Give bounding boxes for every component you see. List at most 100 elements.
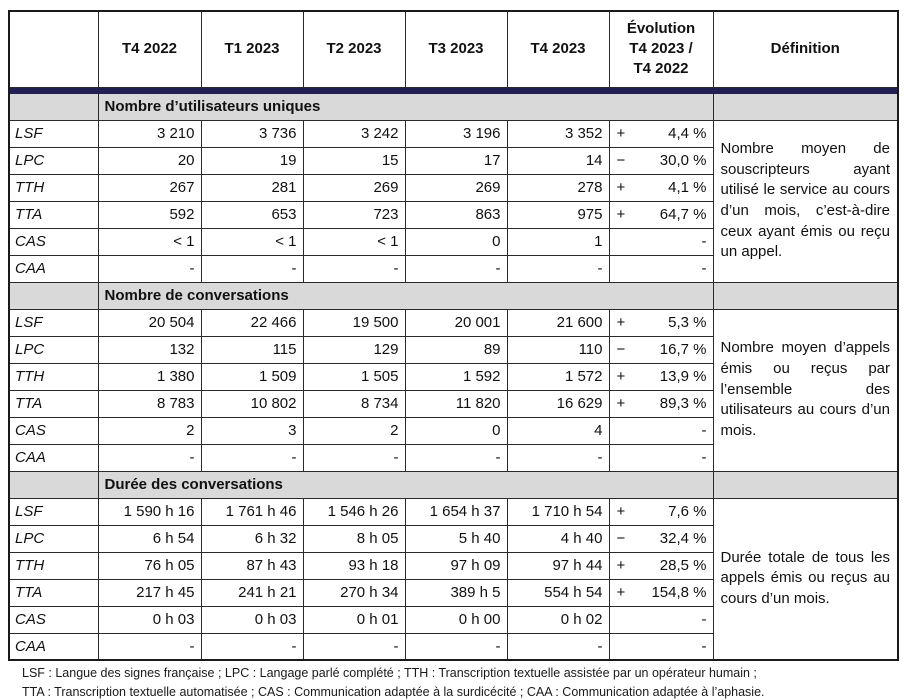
evolution-sign: + [616,125,626,142]
evolution-sign: − [616,530,626,547]
row-label: LSF [8,497,99,526]
evolution-content: − 32,4 % [610,530,713,547]
table-row: CAS 2 3 2 0 4- [8,416,898,445]
data-cell: - [506,254,610,283]
data-cell: 0 [404,227,508,256]
evolution-value: 28,5 % [659,557,707,574]
evolution-value: - [701,422,707,439]
data-cell: 1 505 [302,362,406,391]
evolution-cell: - [608,227,714,256]
data-cell: 0 h 01 [302,605,406,634]
data-cell: - [404,254,508,283]
data-cell: 3 [200,416,304,445]
section-title: Nombre de conversations [97,281,714,310]
evolution-value: - [701,260,707,277]
data-cell: 1 [506,227,610,256]
evolution-value: 154,8 % [651,584,707,601]
evolution-cell: +64,7 % [608,200,714,229]
data-cell: 1 546 h 26 [302,497,406,526]
footnote-line-1: LSF : Langue des signes française ; LPC … [22,666,757,680]
data-cell: 0 [404,416,508,445]
column-header-t4-2022: T4 2022 [97,10,202,88]
table-row: LPC 6 h 54 6 h 32 8 h 05 5 h 40 4 h 40− 32,4 % [8,524,898,553]
evolution-value: 32,4 % [659,530,707,547]
data-cell: - [302,443,406,472]
data-cell: 20 [97,146,202,175]
data-cell: 723 [302,200,406,229]
evolution-sign: − [616,341,626,358]
data-cell: < 1 [200,227,304,256]
data-cell: - [200,443,304,472]
table-row: LSF 3 210 3 736 3 242 3 196 3 352 +4,4 % Nombre… [8,119,899,283]
row-label: LSF [8,119,99,148]
data-cell: 0 h 02 [506,605,610,634]
data-cell: 132 [97,335,202,364]
definition-cell: Durée totale de tous les appels émis ou … [712,497,899,661]
data-cell: 278 [506,173,610,202]
row-label: LPC [8,146,99,175]
section-band-def-spacer [712,281,899,310]
data-cell: 19 [200,146,304,175]
row-label: TTH [8,551,99,580]
data-cell: 975 [506,200,610,229]
data-cell: 389 h 5 [404,578,508,607]
table-row: TTH 76 h 05 87 h 43 93 h 18 97 h 09 97 h 44 +2… [8,551,898,580]
data-cell: 8 734 [302,389,406,418]
data-cell: 20 504 [97,308,202,337]
column-header-definition: Définition [712,10,899,88]
data-cell: - [506,632,610,661]
data-cell: 8 h 05 [302,524,406,553]
column-header-t1-2023: T1 2023 [200,10,304,88]
data-cell: 3 210 [97,119,202,148]
data-cell: 270 h 34 [302,578,406,607]
row-label: LSF [8,308,99,337]
section-title: Durée des conversations [97,470,714,499]
data-cell: 5 h 40 [404,524,508,553]
evolution-content: +89,3 % [610,395,713,412]
definition-cell: Nombre moyen de souscripteurs ayant util… [712,119,899,283]
evolution-sign: + [616,557,626,574]
data-cell: 269 [404,173,508,202]
data-cell: 3 352 [506,119,610,148]
row-label: TTH [8,173,99,202]
data-cell: 554 h 54 [506,578,610,607]
data-cell: 0 h 03 [97,605,202,634]
data-cell: 21 600 [506,308,610,337]
data-cell: 241 h 21 [200,578,304,607]
data-cell: 22 466 [200,308,304,337]
evolution-content: +64,7 % [610,206,713,223]
data-cell: < 1 [302,227,406,256]
data-cell: 6 h 32 [200,524,304,553]
data-cell: 0 h 00 [404,605,508,634]
data-cell: 0 h 03 [200,605,304,634]
column-header-t4-2023: T4 2023 [506,10,610,88]
data-cell: 269 [302,173,406,202]
evolution-cell: − 30,0 % [608,146,714,175]
row-label: CAS [8,227,99,256]
evolution-content: - [610,422,713,439]
data-cell: - [404,632,508,661]
section-title: Nombre d’utilisateurs uniques [97,92,714,121]
table-row: LSF 20 504 22 466 19 500 20 001 21 600 +5,3 % N… [8,308,899,472]
evolution-cell: +5,3 % [608,308,714,337]
table-body: Nombre d’utilisateurs uniques LSF 3 210 3 7… [8,86,899,661]
data-cell: - [97,443,202,472]
evolution-sign: − [616,152,626,169]
evolution-sign: + [616,206,626,223]
evolution-content: +5,3 % [610,314,713,331]
data-cell: 8 783 [97,389,202,418]
evolution-value: - [701,611,707,628]
data-cell: 1 380 [97,362,202,391]
data-cell: 2 [302,416,406,445]
data-cell: - [97,632,202,661]
evolution-content: - [610,449,713,466]
data-cell: 1 654 h 37 [404,497,508,526]
evolution-content: - [610,638,713,655]
header-row: T4 2022 T1 2023 T2 2023 T3 2023 T4 2023 … [8,10,899,88]
data-cell: 1 710 h 54 [506,497,610,526]
data-cell: - [302,632,406,661]
evolution-content: − 30,0 % [610,152,713,169]
evolution-value: 7,6 % [668,503,707,520]
